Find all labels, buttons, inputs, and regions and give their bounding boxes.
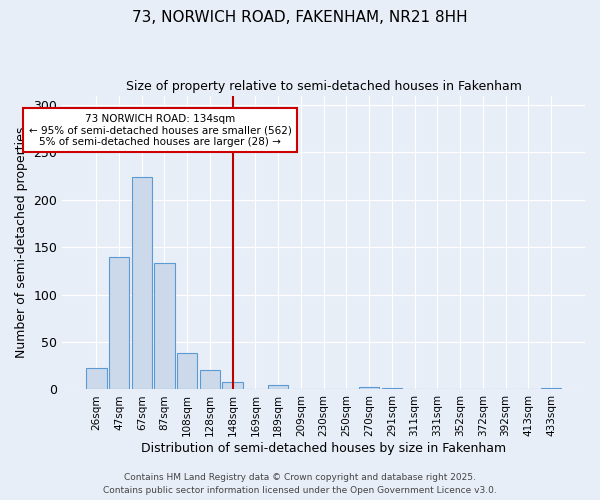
Bar (268, 384, 289, 390)
Bar (541, 388, 561, 390)
Bar (223, 382, 243, 390)
Bar (177, 354, 197, 390)
X-axis label: Distribution of semi-detached houses by size in Fakenham: Distribution of semi-detached houses by … (141, 442, 506, 455)
Text: Contains HM Land Registry data © Crown copyright and database right 2025.
Contai: Contains HM Land Registry data © Crown c… (103, 474, 497, 495)
Bar (154, 264, 175, 390)
Y-axis label: Number of semi-detached properties: Number of semi-detached properties (15, 127, 28, 358)
Bar (359, 386, 379, 390)
Bar (382, 388, 402, 390)
Text: 73, NORWICH ROAD, FAKENHAM, NR21 8HH: 73, NORWICH ROAD, FAKENHAM, NR21 8HH (132, 10, 468, 25)
Bar (131, 177, 152, 390)
Bar (200, 370, 220, 390)
Bar (86, 368, 107, 390)
Bar (109, 256, 129, 390)
Title: Size of property relative to semi-detached houses in Fakenham: Size of property relative to semi-detach… (126, 80, 521, 93)
Text: 73 NORWICH ROAD: 134sqm
← 95% of semi-detached houses are smaller (562)
5% of se: 73 NORWICH ROAD: 134sqm ← 95% of semi-de… (29, 114, 292, 147)
